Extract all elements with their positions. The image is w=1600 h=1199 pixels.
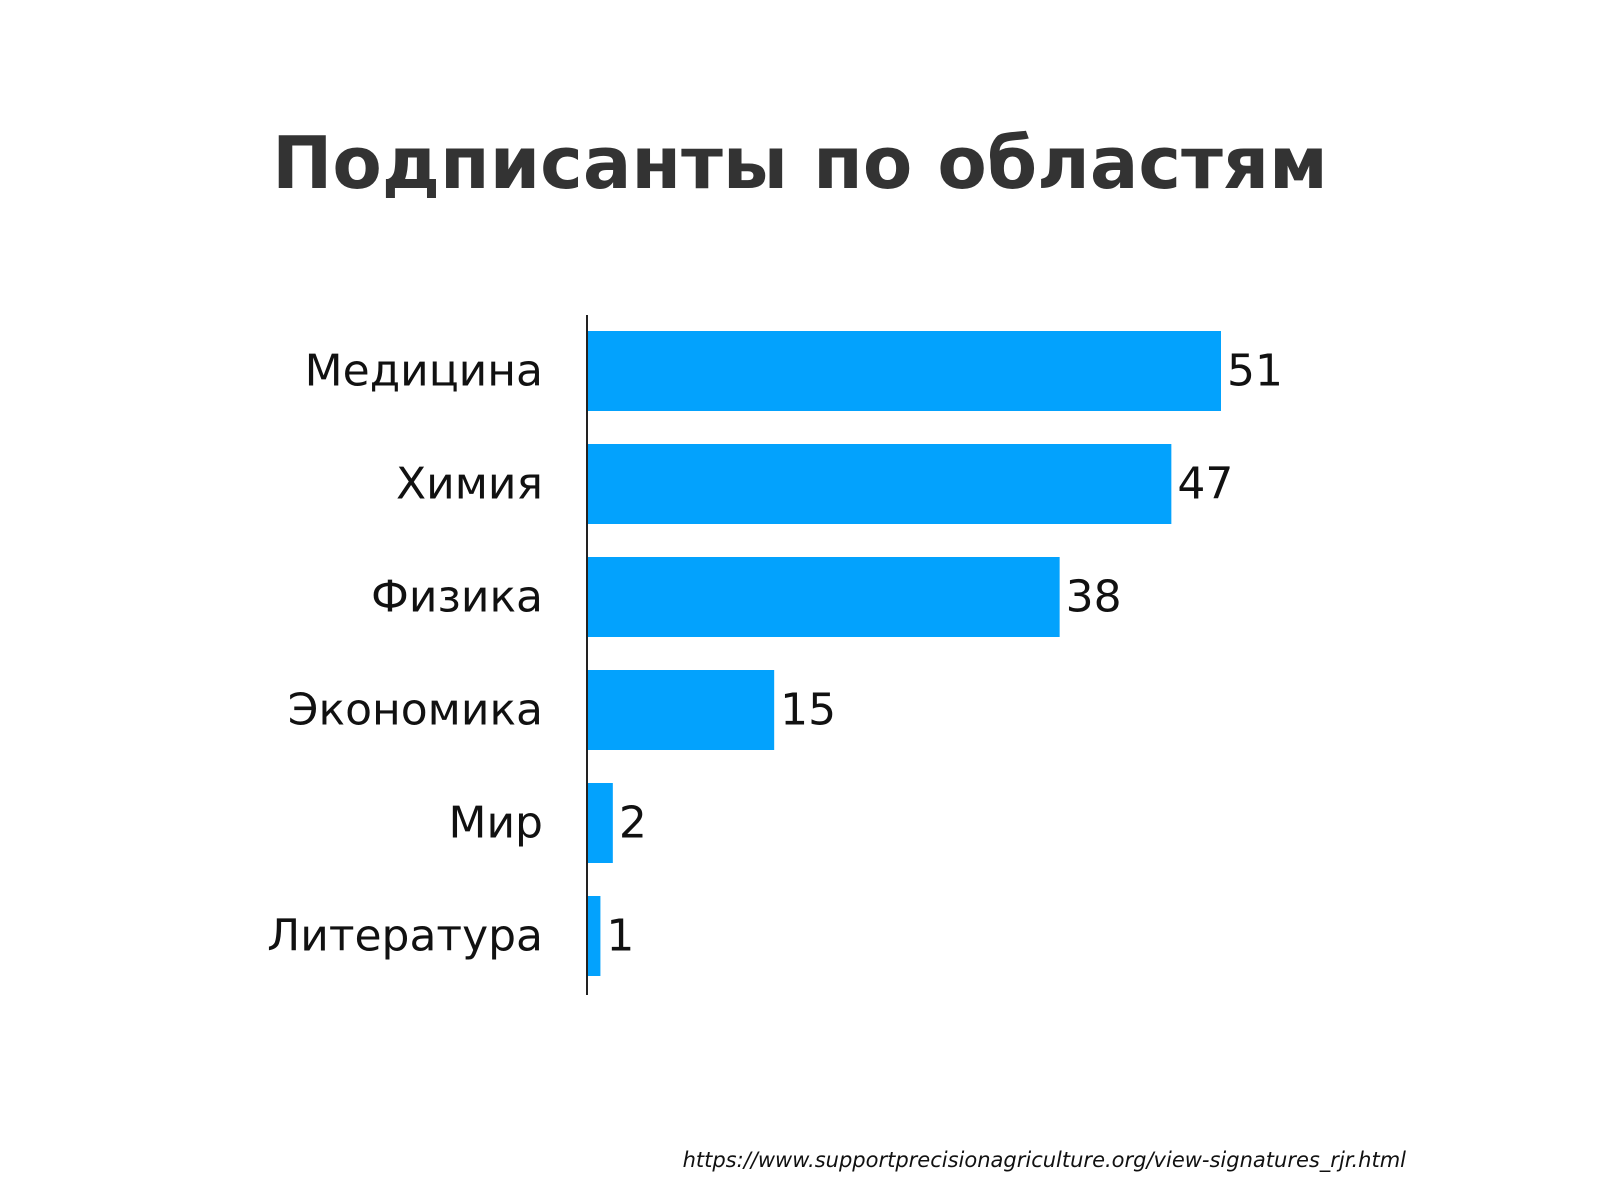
value-label-0: 51	[1227, 346, 1283, 397]
category-label-5: Литература	[267, 911, 543, 962]
bar-5	[588, 896, 601, 976]
category-label-1: Химия	[396, 459, 543, 510]
bar-1	[588, 444, 1172, 524]
bar-0	[588, 331, 1221, 411]
value-label-4: 2	[619, 798, 647, 849]
source-link[interactable]: https://www.supportprecisionagriculture.…	[682, 1148, 1406, 1172]
category-label-2: Физика	[371, 572, 543, 623]
value-label-5: 1	[606, 911, 634, 962]
bar-2	[588, 557, 1060, 637]
value-label-1: 47	[1177, 459, 1233, 510]
value-label-3: 15	[780, 685, 836, 736]
value-label-2: 38	[1066, 572, 1122, 623]
category-label-3: Экономика	[288, 685, 543, 736]
bar-4	[588, 783, 613, 863]
category-label-0: Медицина	[305, 346, 543, 397]
bar-3	[588, 670, 775, 750]
chart-title: Подписанты по областям	[272, 121, 1328, 205]
bars-group: Медицина 51 Химия 47 Физика 38 Экономика 15 Мир 2…	[267, 331, 1283, 976]
category-label-4: Мир	[449, 798, 544, 849]
